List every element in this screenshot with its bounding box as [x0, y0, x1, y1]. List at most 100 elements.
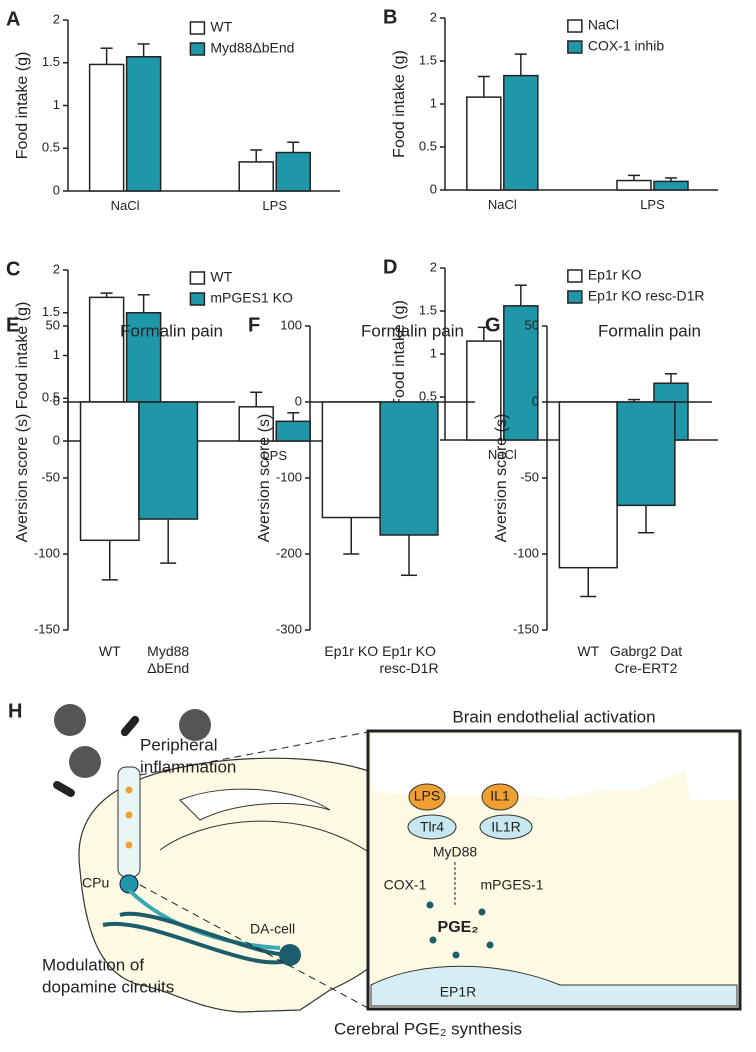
label: inflammation — [140, 757, 236, 776]
legend-swatch — [567, 40, 583, 54]
y-tick-label: -50 — [520, 469, 539, 484]
receptor — [479, 814, 533, 840]
y-tick-label: 0.5 — [419, 388, 437, 403]
y-tick-label: 1.5 — [42, 54, 60, 69]
label: CPu — [82, 875, 109, 891]
x-tick-label: LPS — [640, 197, 665, 212]
y-tick-label: -100 — [513, 545, 539, 560]
x-tick-label: Ep1r KO — [324, 643, 378, 659]
lumen — [371, 734, 737, 800]
bar — [275, 151, 311, 192]
y-tick-label: 0.5 — [42, 390, 60, 405]
y-tick-label: 0 — [53, 393, 60, 408]
y-axis-label: Aversion score (s) — [14, 414, 31, 543]
panel-label: H — [8, 700, 22, 722]
receptor — [407, 814, 457, 840]
bar — [616, 401, 676, 507]
y-tick-label: 1.5 — [419, 302, 437, 317]
label: IL1R — [491, 819, 521, 835]
error-bar — [514, 53, 527, 76]
cpu-node — [119, 874, 139, 894]
da-cell-node — [279, 944, 301, 966]
y-tick-label: 1 — [430, 95, 437, 110]
y-tick-label: -150 — [34, 621, 60, 636]
y-tick-label: -150 — [513, 621, 539, 636]
x-tick-label: LPS — [262, 198, 287, 213]
label: Modulation of — [42, 955, 144, 974]
legend-label: Ep1r KO resc-D1R — [588, 288, 705, 304]
bar — [503, 305, 539, 441]
label: LPS — [414, 788, 440, 804]
panel-label: C — [6, 258, 20, 280]
y-tick-label: 0 — [532, 393, 539, 408]
box-title: Brain endothelial activation — [452, 707, 655, 726]
y-tick-label: 2 — [430, 259, 437, 274]
error-bar — [401, 535, 417, 577]
bar — [88, 63, 125, 192]
legend-label: WT — [210, 269, 232, 285]
chart-title: Formalin pain — [361, 321, 464, 340]
cytokine — [125, 786, 133, 794]
error-bar — [638, 505, 654, 534]
y-tick-label: 0 — [295, 393, 302, 408]
chart-title: Formalin pain — [598, 321, 701, 340]
x-tick-label: NaCl — [111, 198, 140, 213]
panel-label: B — [383, 6, 397, 28]
legend-swatch — [189, 42, 206, 56]
y-tick-label: 100 — [280, 317, 302, 332]
error-bar — [250, 149, 263, 162]
error-bar — [100, 47, 113, 65]
y-tick-label: 2 — [53, 261, 60, 276]
error-bar — [137, 294, 150, 313]
pge2-dot — [426, 901, 434, 909]
error-bar — [477, 326, 490, 342]
y-axis-label: Aversion score (s) — [256, 414, 273, 543]
pge2-dot — [478, 908, 486, 916]
ep1r-cell — [370, 965, 738, 1007]
legend-label: mPGES1 KO — [210, 290, 293, 306]
y-tick-label: 0 — [430, 181, 437, 196]
label: Peripheral — [140, 735, 218, 754]
chart-title: Formalin pain — [120, 321, 223, 340]
cytokine — [125, 811, 133, 819]
pge2-dot — [486, 941, 494, 949]
y-axis-label: Aversion score (s) — [493, 414, 510, 543]
label: PGE₂ — [438, 919, 479, 936]
immune-cell — [54, 704, 86, 736]
panel-label: E — [6, 314, 19, 336]
y-axis-label: Food intake (g) — [14, 302, 31, 410]
y-tick-label: 0 — [53, 432, 60, 447]
y-tick-label: 50 — [525, 317, 539, 332]
y-tick-label: -100 — [34, 545, 60, 560]
error-bar — [100, 292, 113, 298]
error-bar — [137, 43, 150, 57]
y-tick-label: 1 — [53, 347, 60, 362]
bar — [616, 179, 652, 191]
bar — [79, 401, 140, 542]
y-tick-label: 1.5 — [419, 52, 437, 67]
bar — [138, 401, 199, 520]
x-tick-label: Myd88 ΔbEnd — [147, 643, 189, 676]
bar — [466, 96, 502, 191]
legend-label: WT — [210, 19, 232, 35]
bar — [653, 180, 689, 191]
bar — [558, 401, 618, 569]
label: IL1 — [490, 788, 510, 804]
error-bar — [664, 177, 677, 182]
y-tick-label: -50 — [41, 469, 60, 484]
panel-label: G — [485, 314, 501, 336]
label: mPGES-1 — [480, 877, 543, 893]
label: Cerebral PGE₂ synthesis — [334, 1019, 522, 1038]
bar — [466, 340, 502, 441]
legend-label: Ep1r KO — [588, 267, 642, 283]
y-tick-label: 2 — [430, 9, 437, 24]
y-tick-label: 0.5 — [42, 140, 60, 155]
y-axis-label: Food intake (g) — [391, 50, 408, 158]
y-tick-label: -300 — [276, 621, 302, 636]
y-axis-label: Food intake (g) — [391, 300, 408, 408]
error-bar — [664, 373, 677, 384]
pathway — [102, 921, 291, 965]
bacterium — [53, 781, 75, 797]
pge2-dot — [452, 951, 460, 959]
